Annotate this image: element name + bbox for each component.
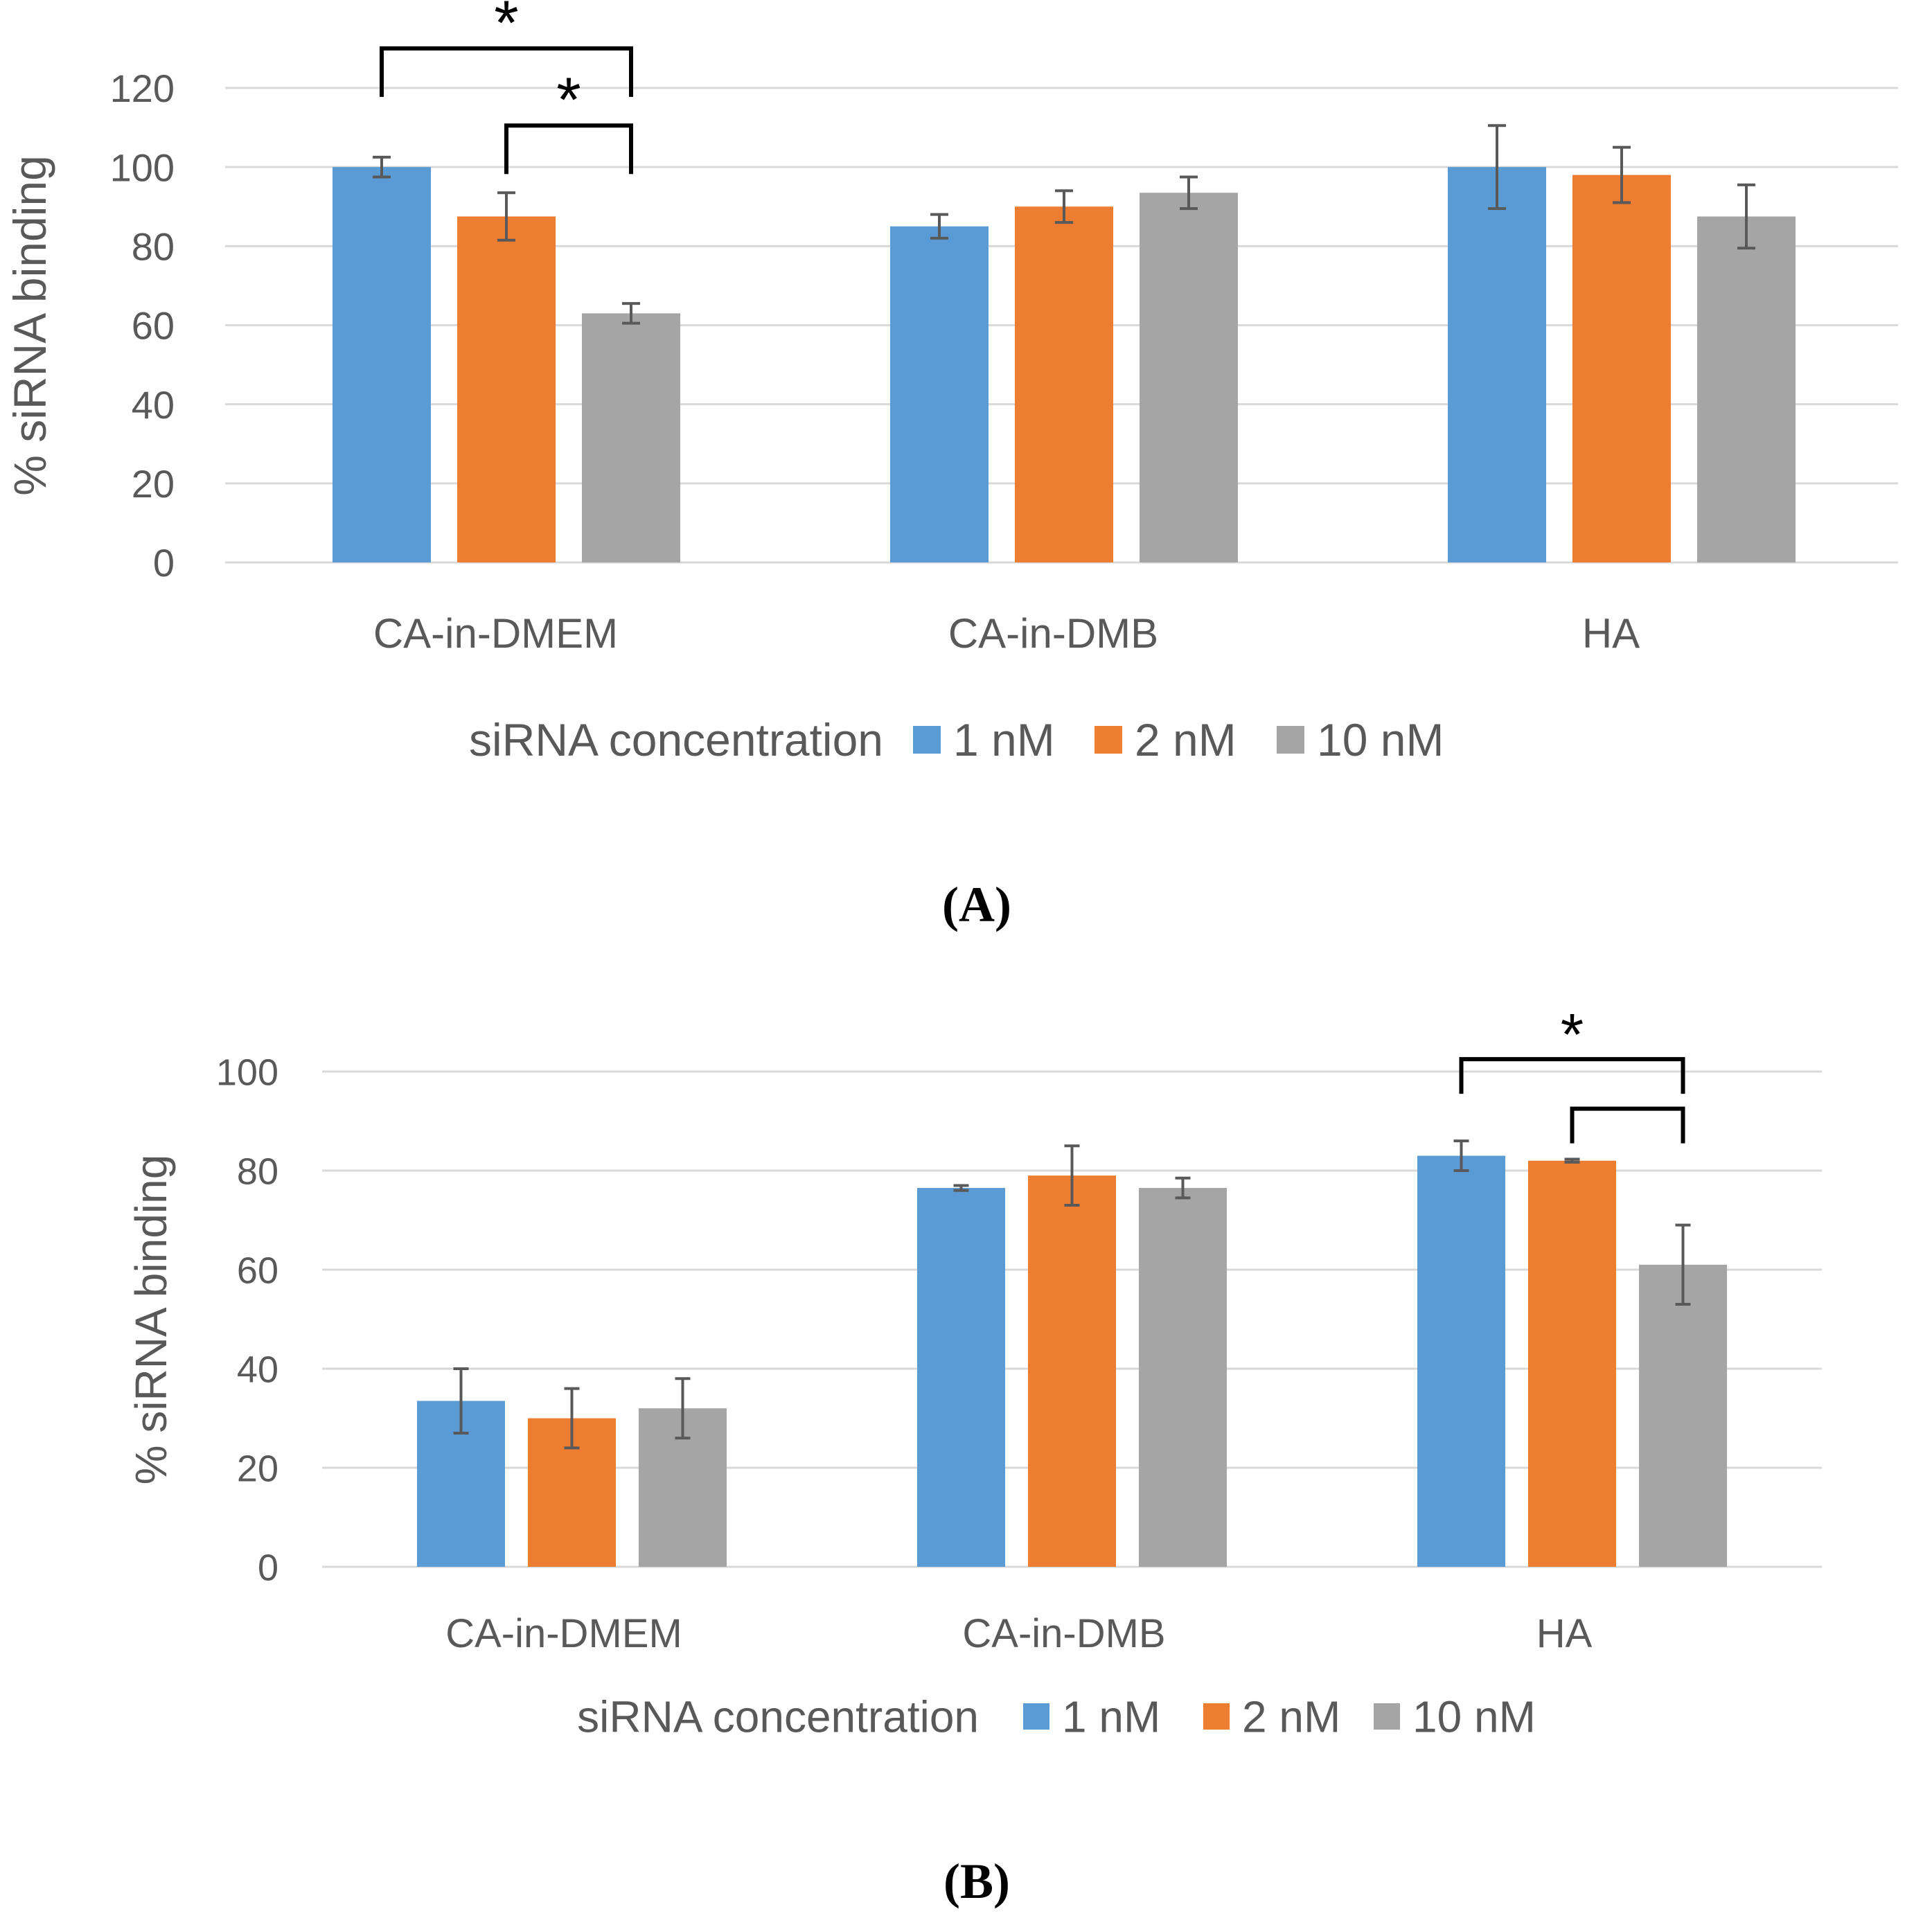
y-tick-label: 20 — [132, 462, 175, 506]
chart-b: 0 20 40 60 80 100 % siRNA binding CA-in-DMEM CA-… — [126, 1002, 1822, 1741]
bar — [1015, 206, 1113, 562]
significance-star: * — [1561, 1002, 1584, 1068]
y-tick-label: 60 — [132, 304, 175, 348]
figure: 0 20 40 60 80 100 120 % siRNA binding CA-in-DMEM… — [0, 0, 1932, 1927]
bar — [1528, 1161, 1616, 1567]
bar — [333, 167, 431, 562]
legend-swatch — [1374, 1703, 1400, 1730]
bar — [1639, 1265, 1727, 1567]
category-label: CA-in-DMB — [962, 1611, 1165, 1656]
category-label: CA-in-DMB — [948, 610, 1158, 657]
legend-swatch — [1094, 726, 1122, 754]
legend-label: 1 nM — [1062, 1691, 1160, 1741]
bar — [1697, 217, 1796, 562]
y-tick-label: 0 — [153, 541, 175, 585]
chart-a: 0 20 40 60 80 100 120 % siRNA binding CA-in-DMEM… — [4, 0, 1898, 765]
legend-swatch — [1277, 726, 1304, 754]
legend-label: 2 nM — [1242, 1691, 1340, 1741]
bar — [457, 217, 556, 562]
legend-swatch — [1203, 1703, 1230, 1730]
category-label: CA-in-DMEM — [445, 1611, 682, 1656]
y-tick-label: 80 — [237, 1151, 278, 1192]
bar — [1572, 175, 1671, 562]
bar — [1028, 1175, 1116, 1567]
y-tick-label: 120 — [110, 66, 175, 110]
y-tick-label: 100 — [110, 145, 175, 189]
significance-star: * — [494, 0, 518, 58]
category-label: HA — [1536, 1611, 1593, 1656]
panel-label-b: (B) — [943, 1854, 1010, 1909]
y-axis-label: % siRNA binding — [126, 1155, 176, 1485]
legend-title: siRNA concentration — [577, 1691, 979, 1741]
legend-swatch — [913, 726, 941, 754]
legend-label: 10 nM — [1317, 714, 1444, 765]
category-label: HA — [1582, 610, 1640, 657]
legend-label: 1 nM — [953, 714, 1055, 765]
bar — [1139, 1188, 1227, 1567]
bar — [1417, 1156, 1505, 1567]
y-tick-label: 20 — [237, 1448, 278, 1489]
bar — [917, 1188, 1005, 1567]
y-axis-label: % siRNA binding — [4, 155, 55, 496]
category-label: CA-in-DMEM — [373, 610, 618, 657]
bar — [1140, 193, 1238, 562]
significance-star: * — [556, 65, 581, 135]
legend-label: 2 nM — [1135, 714, 1237, 765]
bar — [1448, 167, 1546, 562]
y-tick-label: 0 — [258, 1547, 278, 1588]
legend-title: siRNA concentration — [469, 714, 883, 765]
panel-label-a: (A) — [942, 877, 1011, 932]
y-tick-label: 80 — [132, 224, 175, 268]
legend-swatch — [1023, 1703, 1049, 1730]
bar — [890, 227, 989, 562]
significance-bracket — [1572, 1109, 1683, 1144]
y-tick-label: 40 — [132, 383, 175, 427]
y-tick-label: 60 — [237, 1250, 278, 1291]
bar — [582, 313, 680, 562]
legend-label: 10 nM — [1412, 1691, 1536, 1741]
y-tick-label: 100 — [216, 1051, 278, 1093]
y-tick-label: 40 — [237, 1349, 278, 1390]
